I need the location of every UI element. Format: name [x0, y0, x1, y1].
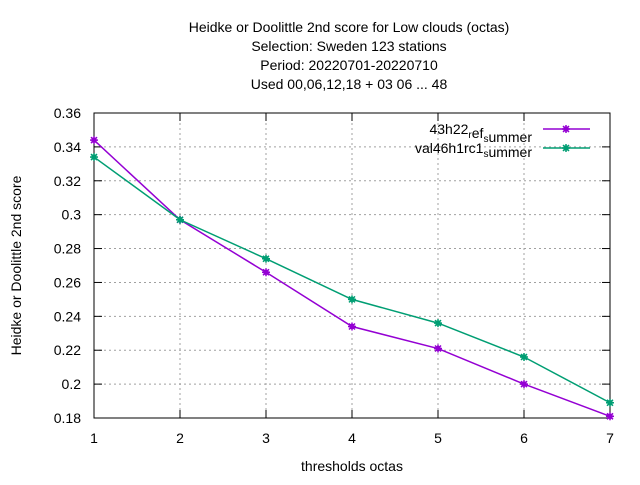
series-2	[90, 153, 614, 407]
title-line: Used 00,06,12,18 + 03 06 ... 48	[251, 76, 448, 92]
y-tick-label: 0.2	[62, 376, 82, 392]
y-tick-label: 0.22	[54, 342, 81, 358]
data-point	[176, 215, 184, 224]
y-tick-label: 0.3	[62, 207, 82, 223]
legend-entry: 43h22refsummer	[429, 121, 590, 145]
x-tick-label: 2	[176, 430, 184, 446]
legend-label: val46h1rc1summer	[415, 140, 532, 160]
title-line: Period: 20220701-20220710	[260, 57, 438, 73]
legend-marker	[562, 144, 570, 152]
series-lines	[90, 136, 614, 421]
x-tick-label: 7	[606, 430, 614, 446]
y-axis-ticks: 0.18 0.2 0.22 0.24 0.26 0.28 0.3 0.32 0.34 0.36	[54, 105, 610, 426]
data-point	[520, 353, 528, 361]
y-tick-label: 0.34	[54, 139, 81, 155]
y-tick-label: 0.32	[54, 173, 81, 189]
x-tick-label: 1	[90, 430, 98, 446]
data-point	[90, 153, 98, 162]
data-point	[520, 380, 528, 389]
data-point	[434, 344, 442, 353]
legend-entry: val46h1rc1summer	[415, 140, 590, 160]
data-point	[348, 295, 356, 304]
title-line: Selection: Sweden 123 stations	[251, 38, 446, 54]
x-tick-label: 3	[262, 430, 270, 446]
grid-lines	[94, 113, 610, 418]
y-tick-label: 0.28	[54, 241, 81, 257]
x-tick-label: 6	[520, 430, 528, 446]
y-tick-label: 0.18	[54, 410, 81, 426]
data-point	[90, 136, 98, 145]
y-axis-label: Heidke or Doolittle 2nd score	[8, 175, 24, 355]
chart-title: Heidke or Doolittle 2nd score for Low cl…	[189, 19, 510, 92]
x-axis-label: thresholds octas	[301, 458, 403, 474]
y-tick-label: 0.26	[54, 274, 81, 290]
y-tick-label: 0.36	[54, 105, 81, 121]
data-point	[606, 398, 614, 407]
y-tick-label: 0.24	[54, 308, 81, 324]
data-point	[348, 322, 356, 331]
data-point	[606, 412, 614, 421]
data-point	[434, 319, 442, 328]
legend-label: 43h22refsummer	[429, 121, 532, 145]
x-tick-label: 5	[434, 430, 442, 446]
legend-marker	[562, 125, 570, 133]
data-point	[262, 254, 270, 263]
title-line: Heidke or Doolittle 2nd score for Low cl…	[189, 19, 510, 35]
x-tick-label: 4	[348, 430, 356, 446]
data-point	[262, 268, 270, 277]
